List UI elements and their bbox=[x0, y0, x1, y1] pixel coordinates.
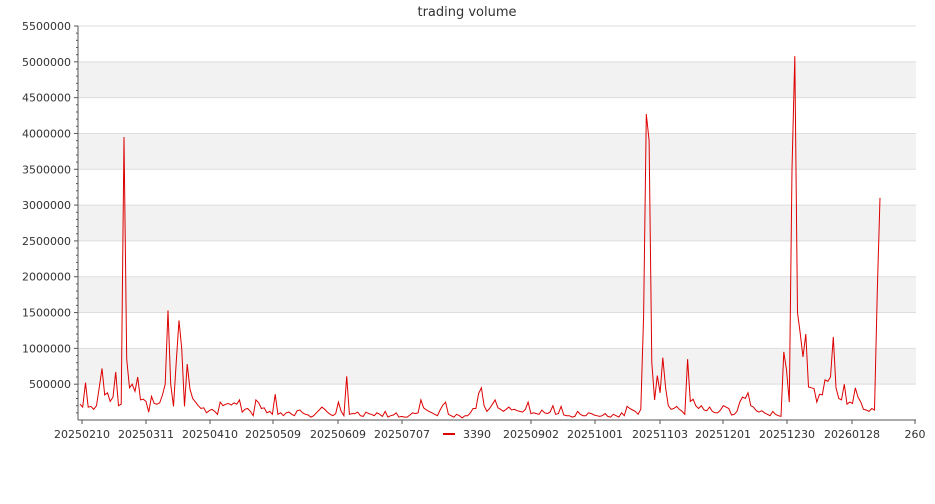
y-tick-label: 1500000 bbox=[22, 307, 71, 320]
x-tick-label: 260 bbox=[905, 428, 926, 441]
y-tick-label: 5500000 bbox=[22, 20, 71, 33]
background-band bbox=[78, 205, 916, 241]
x-tick-label: 20250707 bbox=[374, 428, 430, 441]
background-bands bbox=[78, 61, 916, 385]
x-tick-label: 20251001 bbox=[567, 428, 623, 441]
y-tick-label: 1000000 bbox=[22, 342, 71, 355]
series-group bbox=[79, 56, 881, 419]
y-tick-label: 3500000 bbox=[22, 163, 71, 176]
x-tick-label: 20251230 bbox=[759, 428, 815, 441]
y-tick-label: 2500000 bbox=[22, 235, 71, 248]
y-axis-ticks: 500000 1000000 1500000 2000000 2500000 300000… bbox=[22, 20, 78, 414]
y-tick-label: 5000000 bbox=[22, 56, 71, 69]
background-band bbox=[78, 61, 916, 98]
y-tick-label: 4000000 bbox=[22, 127, 71, 140]
x-tick-label: 20251201 bbox=[695, 428, 751, 441]
x-tick-label: 20250509 bbox=[245, 428, 301, 441]
x-tick-label: 20250210 bbox=[54, 428, 110, 441]
y-tick-label: 4500000 bbox=[22, 92, 71, 105]
axes bbox=[77, 26, 916, 421]
x-tick-label: 20251103 bbox=[632, 428, 688, 441]
series-line bbox=[79, 56, 881, 419]
y-tick-label: 500000 bbox=[29, 378, 71, 391]
legend-label: 3390 bbox=[463, 428, 491, 441]
x-tick-label: 20260128 bbox=[824, 428, 880, 441]
background-band bbox=[78, 133, 916, 170]
x-tick-label: 20250902 bbox=[503, 428, 559, 441]
x-tick-label: 20250311 bbox=[118, 428, 174, 441]
x-tick-label: 20250410 bbox=[182, 428, 238, 441]
gridlines bbox=[78, 25, 916, 385]
chart-title: trading volume bbox=[417, 5, 516, 20]
background-band bbox=[78, 276, 916, 313]
background-band bbox=[78, 348, 916, 385]
x-axis-ticks: 20250210 20250311 20250410 20250509 20250609… bbox=[54, 420, 926, 441]
y-tick-label: 3000000 bbox=[22, 199, 71, 212]
y-tick-label: 2000000 bbox=[22, 271, 71, 284]
legend: 3390 bbox=[443, 428, 491, 441]
x-tick-label: 20250609 bbox=[310, 428, 366, 441]
